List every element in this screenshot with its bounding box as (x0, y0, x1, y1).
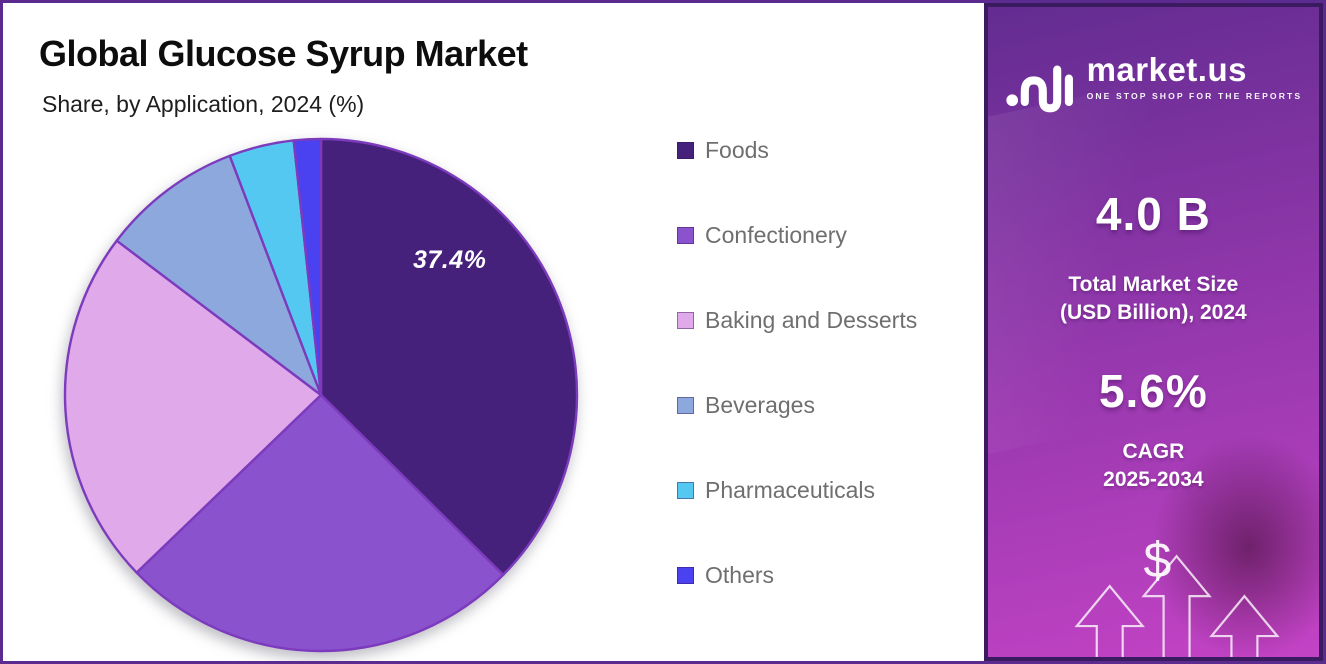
legend-label: Baking and Desserts (705, 307, 918, 333)
side-panel: market.us ONE STOP SHOP FOR THE REPORTS … (983, 3, 1323, 661)
market-size-value: 4.0 B (1095, 188, 1211, 240)
pie-chart (63, 137, 579, 653)
cagr-value: 5.6% (1098, 364, 1208, 417)
pie-slice-foods (319, 137, 579, 577)
legend-label: Confectionery (705, 222, 847, 248)
legend: Foods Confectionery Baking and Desserts Bev… (677, 137, 917, 589)
pie-slice-beverages (115, 154, 323, 397)
chart-area: Global Glucose Syrup Market Share, by Ap… (3, 3, 984, 661)
legend-swatch-icon (677, 312, 694, 329)
legend-swatch-icon (677, 397, 694, 414)
legend-label: Pharmaceuticals (705, 477, 876, 503)
brand-text-block: market.us ONE STOP SHOP FOR THE REPORTS (1087, 53, 1303, 101)
legend-label: Others (705, 562, 775, 588)
cagr-label-line1: CAGR (1122, 439, 1185, 463)
legend-item: Pharmaceuticals (677, 477, 917, 504)
legend-swatch-icon (677, 142, 694, 159)
legend-item: Foods (677, 137, 917, 164)
cagr-label-line2: 2025-2034 (1103, 468, 1204, 492)
pie-slice-others (292, 137, 323, 397)
marketus-logo-icon (1005, 65, 1073, 113)
chart-subtitle: Share, by Application, 2024 (%) (42, 91, 365, 117)
legend-swatch-icon (677, 227, 694, 244)
page-title: Global Glucose Syrup Market (39, 33, 528, 74)
legend-swatch-icon (677, 567, 694, 584)
legend-item: Others (677, 562, 917, 589)
legend-label: Beverages (705, 392, 815, 418)
pie-slice-data-label: 37.4% (413, 246, 487, 274)
cagr-label: CAGR 2025-2034 (1103, 438, 1203, 495)
legend-item: Confectionery (677, 222, 917, 249)
legend-swatch-icon (677, 482, 694, 499)
pie-slice-baking-and-desserts (63, 239, 323, 574)
market-size-label-line1: Total Market Size (1068, 273, 1239, 296)
legend-label: Foods (705, 137, 769, 163)
legend-item: Baking and Desserts (677, 307, 917, 334)
market-size-label: Total Market Size (USD Billion), 2024 (1060, 271, 1247, 328)
brand-tagline: ONE STOP SHOP FOR THE REPORTS (1086, 91, 1303, 101)
dollar-sign: $ (1143, 532, 1172, 588)
brand-logo: market.us ONE STOP SHOP FOR THE REPORTS (1005, 53, 1303, 113)
market-size-label-line2: (USD Billion), 2024 (1060, 301, 1247, 325)
pie-slice-confectionery (135, 393, 505, 653)
legend-item: Beverages (677, 392, 917, 419)
brand-name: market.us (1086, 51, 1247, 88)
